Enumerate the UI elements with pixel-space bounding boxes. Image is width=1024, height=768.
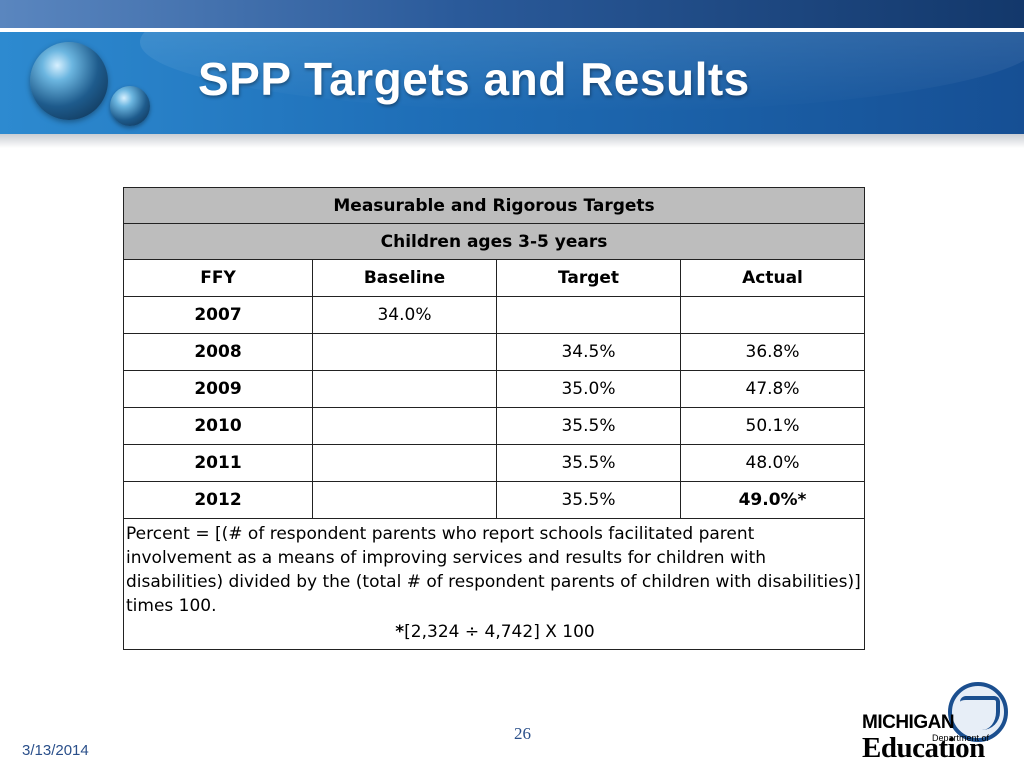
table-caption-ages: Children ages 3-5 years [122, 223, 866, 260]
cell-ffy: 2011 [123, 444, 313, 482]
table-header-row: FFY Baseline Target Actual [123, 259, 866, 297]
logo-michigan-text: MICHIGAN [862, 712, 955, 733]
cell-baseline [312, 333, 497, 371]
cell-ffy: 2007 [123, 296, 313, 334]
michigan-education-logo: MICHIGAN Department of Education [862, 680, 1018, 764]
cell-ffy: 2010 [123, 407, 313, 445]
note-text: Percent = [(# of respondent parents who … [126, 524, 861, 616]
cell-ffy: 2012 [123, 481, 313, 519]
calculation-note: Percent = [(# of respondent parents who … [122, 518, 866, 650]
column-header-target: Target [496, 259, 681, 297]
targets-table: Measurable and Rigorous Targets Children… [122, 187, 866, 650]
table-caption-measurable: Measurable and Rigorous Targets [122, 187, 866, 224]
cell-actual: 48.0% [679, 444, 866, 482]
cell-ffy: 2008 [123, 333, 313, 371]
cell-target: 35.5% [496, 407, 681, 445]
table-row: 2012 35.5% 49.0%* [123, 481, 866, 519]
table-row: 2009 35.0% 47.8% [123, 370, 866, 408]
column-header-baseline: Baseline [312, 259, 497, 297]
table-row: 2007 34.0% [123, 296, 866, 334]
cell-baseline [312, 444, 497, 482]
table-caption-row: Measurable and Rigorous Targets [122, 187, 866, 224]
formula-text: [2,324 ÷ 4,742] X 100 [404, 622, 595, 642]
table-caption-row: Children ages 3-5 years [122, 223, 866, 260]
table-note-row: Percent = [(# of respondent parents who … [122, 518, 866, 650]
cell-actual-highlight: 49.0%* [679, 481, 866, 519]
book-seal-icon [948, 682, 1008, 742]
cell-baseline: 34.0% [312, 296, 497, 334]
logo-education-text: Education [862, 732, 985, 764]
slide-title: SPP Targets and Results [198, 53, 750, 105]
cell-target: 35.5% [496, 444, 681, 482]
page-number: 26 [514, 724, 531, 743]
table-row: 2008 34.5% 36.8% [123, 333, 866, 371]
cell-actual: 50.1% [679, 407, 866, 445]
cell-baseline [312, 407, 497, 445]
table-row: 2011 35.5% 48.0% [123, 444, 866, 482]
cell-target [496, 296, 681, 334]
column-header-actual: Actual [679, 259, 866, 297]
cell-actual [679, 296, 866, 334]
cell-target: 35.0% [496, 370, 681, 408]
cell-baseline [312, 481, 497, 519]
globe-orb-small-icon [110, 86, 150, 126]
header-band [0, 32, 1024, 134]
column-header-ffy: FFY [123, 259, 313, 297]
cell-ffy: 2009 [123, 370, 313, 408]
cell-actual: 36.8% [679, 333, 866, 371]
cell-target: 34.5% [496, 333, 681, 371]
formula-asterisk: * [395, 622, 405, 642]
table-row: 2010 35.5% 50.1% [123, 407, 866, 445]
cell-baseline [312, 370, 497, 408]
cell-actual: 47.8% [679, 370, 866, 408]
formula-line: *[2,324 ÷ 4,742] X 100 [126, 620, 864, 644]
logo-department-text: Department of [932, 733, 990, 743]
cell-target: 35.5% [496, 481, 681, 519]
header-shadow [0, 134, 1024, 148]
top-decorative-strip [0, 0, 1024, 28]
globe-orb-large-icon [30, 42, 108, 120]
slide-date: 3/13/2014 [22, 742, 89, 759]
